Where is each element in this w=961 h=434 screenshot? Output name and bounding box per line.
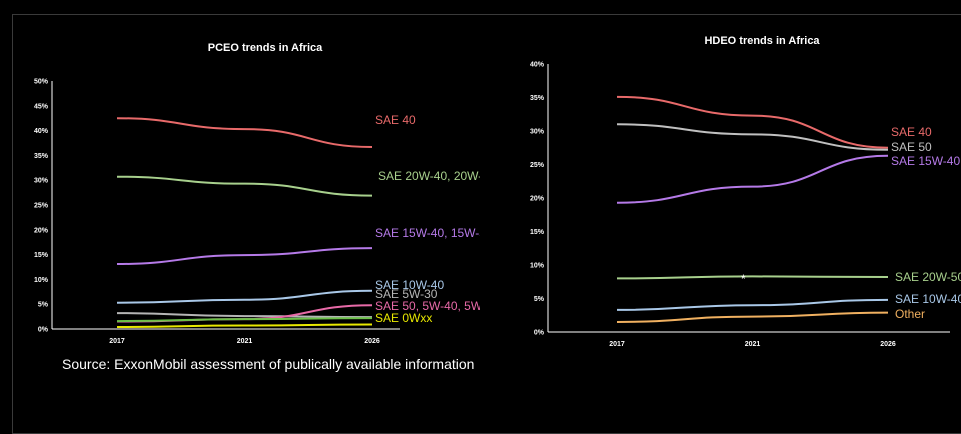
y-tick-label: 40% [530,62,545,69]
series-line-sae-50 [616,123,889,151]
chart-title: PCEO trends in Africa [208,42,323,54]
series-line-sae-5w-30 [116,312,373,319]
y-tick-label: 10% [34,277,49,284]
y-tick-label: 35% [530,95,545,102]
y-tick-label: 5% [38,302,49,309]
x-tick-label: 2021 [237,338,253,345]
series-label: SAE 40 [375,113,416,127]
series-line-sae-40 [116,117,373,148]
series-line-other [616,311,889,323]
x-tick-label: 2017 [109,338,125,345]
y-tick-label: 20% [530,196,545,203]
y-tick-label: 40% [34,128,49,135]
series-label: SAE 15W-40, 15W-50 [375,226,480,240]
series-line-sae-10w-40 [616,298,889,311]
series-label: SAE 0Wxx [375,311,432,325]
series-label: SAE 5W-30 [375,287,438,301]
series-line-sae-10w-40 [116,289,373,304]
y-tick-label: 10% [530,263,545,270]
y-tick-label: 35% [34,153,49,160]
y-tick-label: 5% [534,296,545,303]
y-tick-label: 0% [534,330,545,337]
y-tick-label: 30% [34,178,49,185]
source-note: Source: ExxonMobil assessment of publica… [62,356,475,372]
x-tick-label: 2021 [745,341,761,348]
hdeo-chart: HDEO trends in Africa 0% 5% 10% 15% 20% 25% 30… [530,35,961,348]
series-label: SAE 50 [891,140,932,154]
chart-title: HDEO trends in Africa [704,35,820,47]
series-line-sae-20w-40-20w-50 [116,175,373,197]
series-line-unlabeled-6 [116,317,373,323]
y-tick-label: 0% [38,327,49,334]
series-label: SAE 20W-40, 20W-50 [378,169,480,183]
series-label: SAE 50, 5W-40, 5W-50 [375,299,480,313]
x-tick-label: 2026 [364,338,380,345]
y-tick-label: 25% [530,162,545,169]
series-line-sae-40 [616,95,889,149]
x-tick-label: 2026 [880,341,896,348]
series-label: SAE 40 [891,125,932,139]
series-label: SAE 10W-40 [375,278,444,292]
series-line-sae-20w-50 [616,275,889,280]
y-tick-label: 45% [34,103,49,110]
x-tick-label: 2017 [609,341,625,348]
series-line-sae-0wxx [116,323,373,329]
annotation-mark: * [741,272,746,286]
series-line-sae-15w-40-15w-50 [116,247,373,266]
y-tick-label: 30% [530,129,545,136]
y-tick-label: 15% [530,229,545,236]
y-tick-label: 15% [34,252,49,259]
y-tick-label: 25% [34,203,49,210]
series-label: SAE 15W-40 [891,154,960,168]
pceo-chart: PCEO trends in Africa 0% 5% 10% 15% 20% 25% 30… [34,42,480,345]
series-label: SAE 10W-40 [895,292,961,306]
series-label: Other [895,307,925,321]
y-tick-label: 20% [34,227,49,234]
series-label: SAE 20W-50 [895,270,961,284]
series-line-sae-15w-40 [616,154,889,204]
y-tick-label: 50% [34,79,49,86]
